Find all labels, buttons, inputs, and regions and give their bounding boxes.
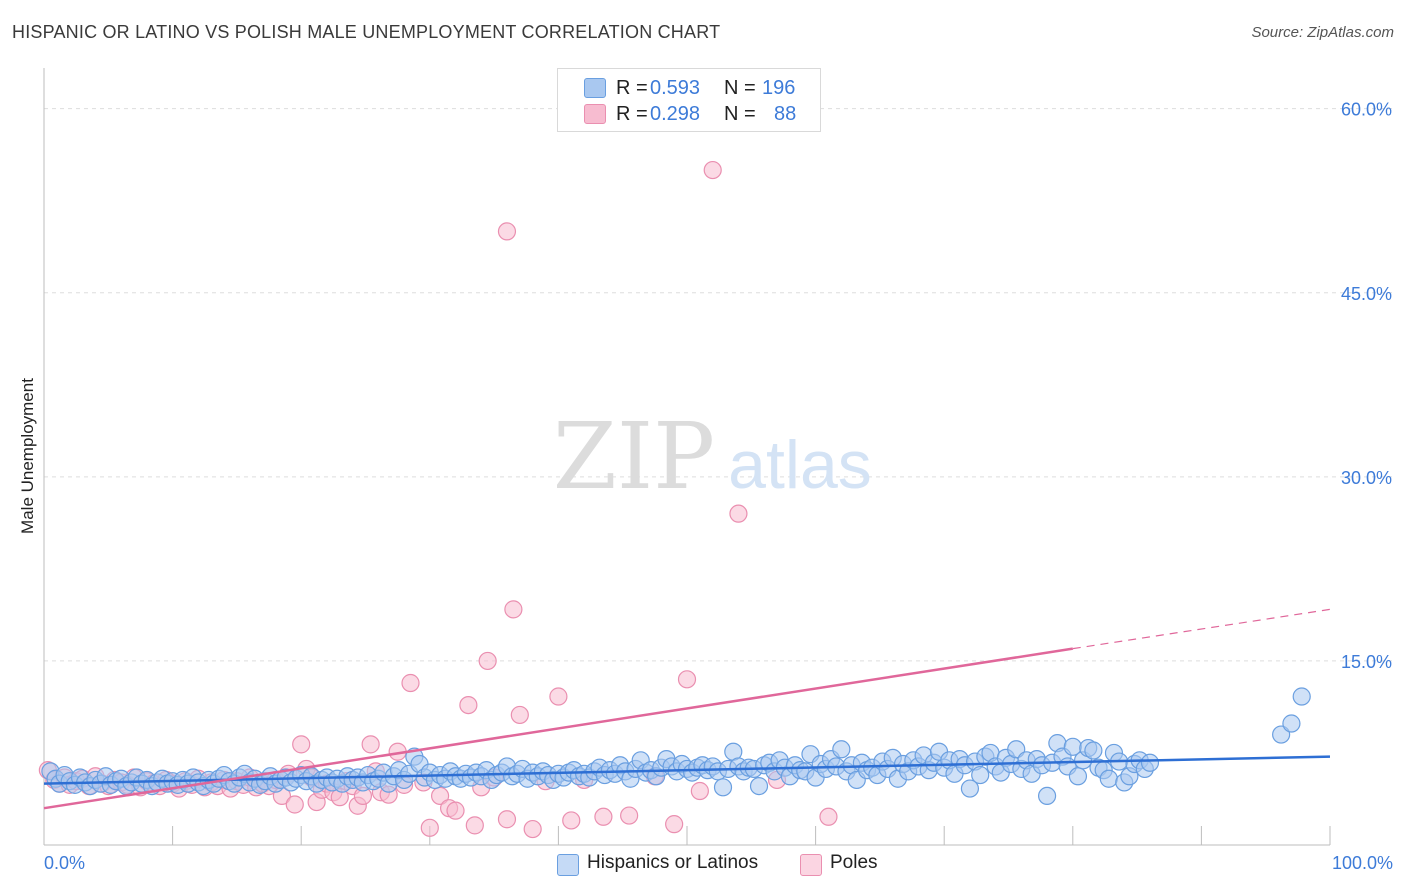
data-point: [420, 818, 439, 837]
data-point: [1037, 786, 1057, 806]
chart-title: HISPANIC OR LATINO VS POLISH MALE UNEMPL…: [12, 22, 721, 42]
data-point: [292, 735, 311, 754]
data-point: [1292, 687, 1311, 706]
data-point: [562, 811, 581, 830]
data-point: [677, 670, 697, 689]
legend-swatch-poles: [800, 854, 822, 876]
watermark-zip: ZIP: [553, 403, 715, 510]
data-point: [594, 807, 613, 826]
legend-swatch-hispanics: [584, 78, 606, 98]
legend-swatch-poles: [584, 104, 606, 124]
source-credit: Source: ZipAtlas.com: [1251, 24, 1394, 41]
data-point: [459, 695, 478, 715]
data-point: [819, 807, 838, 826]
series-legend: Hispanics or Latinos Poles: [0, 852, 1406, 878]
data-point: [401, 673, 420, 693]
data-point: [703, 160, 722, 180]
data-point: [510, 705, 529, 725]
gridlines: [44, 108, 1392, 662]
r-label: R =: [616, 103, 648, 125]
watermark: ZIP atlas: [553, 403, 872, 510]
r-value: 0.298: [650, 103, 701, 125]
series-hispanics-points: [41, 687, 1311, 806]
data-point: [504, 600, 523, 619]
trend-line-poles-extension: [1072, 608, 1331, 650]
legend-swatch-hispanics: [557, 854, 579, 876]
x-tick-label: 100.0%: [1332, 853, 1393, 873]
y-tick-label: 15.0%: [1341, 652, 1392, 672]
legend-label: Poles: [830, 852, 878, 873]
data-point: [497, 222, 517, 241]
data-point: [549, 687, 568, 706]
x-tick-label: 0.0%: [44, 853, 85, 873]
data-point: [971, 765, 990, 785]
data-point: [285, 795, 304, 814]
trend-lines: [43, 608, 1331, 810]
y-tick-labels: 15.0% 30.0% 45.0% 60.0%: [1341, 100, 1392, 672]
trend-line-hispanics: [43, 755, 1331, 785]
data-point: [1282, 714, 1301, 733]
data-point: [713, 778, 733, 797]
trend-line-poles: [43, 647, 1073, 810]
n-value: 196: [762, 77, 796, 99]
data-point: [465, 816, 484, 835]
series-poles-points: [38, 160, 838, 839]
x-tick-labels: 0.0% 100.0%: [44, 853, 1393, 873]
data-point: [446, 801, 465, 820]
watermark-atlas: atlas: [728, 427, 872, 503]
data-point: [361, 735, 380, 754]
y-tick-label: 60.0%: [1341, 100, 1392, 120]
legend-label: Hispanics or Latinos: [587, 852, 759, 873]
data-point: [832, 740, 851, 759]
data-point: [620, 806, 639, 825]
n-value: 88: [774, 103, 797, 125]
data-point: [523, 819, 542, 839]
data-point: [1084, 741, 1103, 760]
n-label: N =: [724, 77, 756, 99]
data-point: [1099, 769, 1118, 788]
data-point: [729, 504, 748, 523]
y-tick-label: 45.0%: [1341, 284, 1392, 304]
r-label: R =: [616, 77, 648, 99]
y-tick-label: 30.0%: [1341, 468, 1392, 488]
n-label: N =: [724, 103, 756, 125]
data-point: [1140, 753, 1160, 772]
r-value: 0.593: [650, 77, 701, 99]
data-point: [960, 779, 980, 798]
data-point: [497, 810, 517, 829]
data-point: [665, 815, 684, 834]
data-point: [478, 651, 497, 671]
data-point: [1068, 767, 1088, 786]
data-point: [749, 776, 769, 796]
correlation-legend: R = 0.593 N = 196 R = 0.298 N = 88: [557, 68, 821, 132]
data-point: [690, 781, 709, 801]
